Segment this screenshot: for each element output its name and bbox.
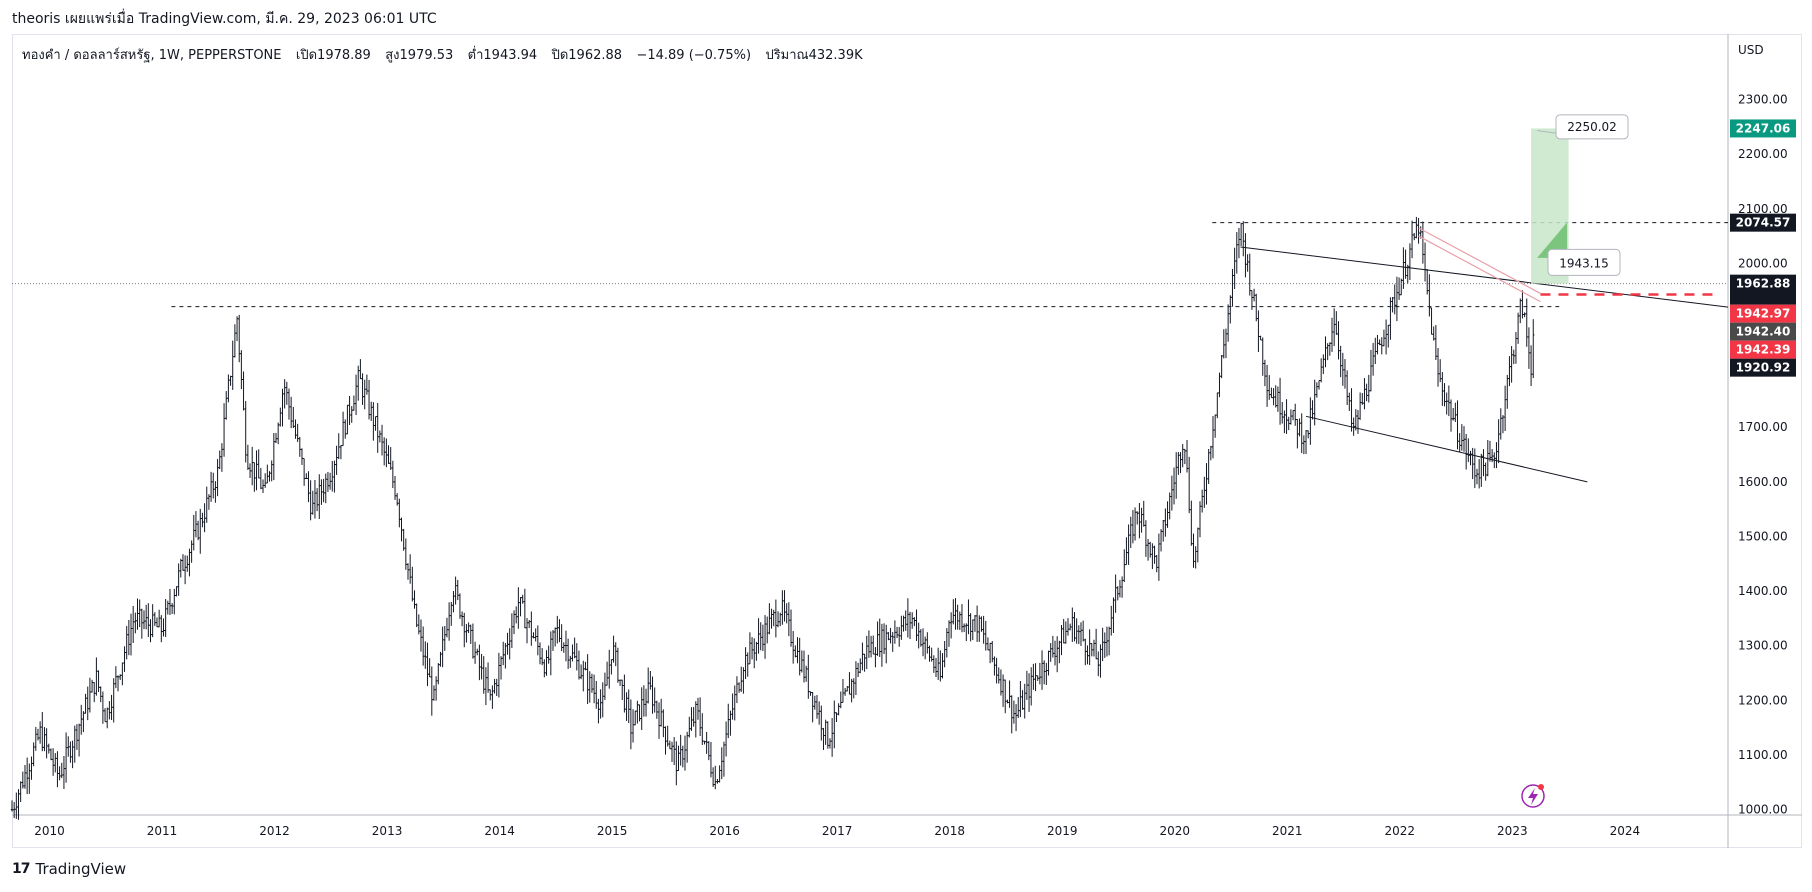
currency-label: USD: [1738, 43, 1764, 57]
x-tick-label: 2023: [1497, 824, 1528, 838]
y-tick-label: 2300.00: [1738, 93, 1788, 107]
y-tick-label: 2100.00: [1738, 202, 1788, 216]
price-tag-label: 1942.40: [1736, 325, 1791, 339]
price-tag-label: 1942.39: [1736, 343, 1791, 357]
high-value: สูง1979.53: [385, 48, 454, 63]
y-tick-label: 1400.00: [1738, 584, 1788, 598]
price-tag: [1730, 322, 1796, 341]
tradingview-icon: 17: [12, 861, 31, 877]
attribution-text: theoris เผยแพร่เมื่อ TradingView.com, มี…: [12, 11, 437, 27]
callout-label-2250: 2250.02: [1567, 120, 1617, 134]
x-tick-label: 2018: [934, 824, 965, 838]
y-tick-label: 2200.00: [1738, 147, 1788, 161]
resistance-trendline: [1240, 246, 1729, 308]
callout-box: [1555, 114, 1629, 140]
channel-line: [1418, 227, 1541, 294]
close-value: ปิด1962.88: [551, 48, 623, 63]
price-tag-label: 2247.06: [1736, 121, 1791, 135]
volume-value: ปริมาณ432.39K: [765, 48, 863, 63]
channel-line: [1418, 235, 1541, 303]
symbol-name[interactable]: ทองคำ / ดอลลาร์สหรัฐ, 1W, PEPPERSTONE: [22, 48, 282, 63]
x-tick-label: 2012: [259, 824, 290, 838]
change-value: −14.89 (−0.75%): [636, 48, 752, 63]
x-tick-label: 2014: [484, 824, 515, 838]
x-tick-label: 2017: [822, 824, 853, 838]
y-tick-label: 1200.00: [1738, 693, 1788, 707]
x-tick-label: 2010: [34, 824, 65, 838]
price-tag: [1730, 119, 1796, 138]
price-tag: [1730, 340, 1796, 359]
price-tag-countdown: 2d 15h: [1742, 290, 1784, 304]
x-tick-label: 2021: [1272, 824, 1303, 838]
callout-box: [1547, 248, 1621, 276]
x-tick-label: 2020: [1159, 824, 1190, 838]
symbol-legend: ทองคำ / ดอลลาร์สหรัฐ, 1W, PEPPERSTONE เป…: [22, 44, 863, 65]
price-tag: [1730, 358, 1796, 377]
x-tick-label: 2022: [1385, 824, 1416, 838]
x-tick-label: 2024: [1610, 824, 1641, 838]
y-tick-label: 2000.00: [1738, 256, 1788, 270]
price-tag: [1730, 274, 1796, 305]
price-tag: [1730, 304, 1796, 323]
x-tick-label: 2013: [372, 824, 403, 838]
x-tick-label: 2019: [1047, 824, 1078, 838]
tradingview-logo[interactable]: 17 TradingView: [12, 860, 126, 878]
y-tick-label: 1700.00: [1738, 420, 1788, 434]
price-tag: [1730, 213, 1796, 232]
y-tick-label: 1300.00: [1738, 639, 1788, 653]
callout-label-1943: 1943.15: [1559, 256, 1609, 270]
low-value: ต่ำ1943.94: [467, 48, 538, 63]
y-tick-label: 1600.00: [1738, 475, 1788, 489]
support-trendline: [1305, 415, 1588, 483]
price-tag-label: 2074.57: [1736, 216, 1791, 230]
price-tag-label: 1920.92: [1736, 361, 1791, 375]
y-tick-label: 1500.00: [1738, 529, 1788, 543]
y-tick-label: 1100.00: [1738, 748, 1788, 762]
x-tick-label: 2011: [147, 824, 178, 838]
price-tag-label: 1962.88: [1736, 277, 1791, 291]
lightning-icon[interactable]: [1521, 784, 1545, 808]
y-tick-label: 1000.00: [1738, 803, 1788, 817]
price-tag-label: 1942.97: [1736, 307, 1791, 321]
brand-name: TradingView: [35, 860, 127, 878]
chart-frame: [12, 34, 1802, 848]
x-tick-label: 2016: [709, 824, 740, 838]
open-value: เปิด1978.89: [295, 48, 371, 63]
x-tick-label: 2015: [597, 824, 628, 838]
